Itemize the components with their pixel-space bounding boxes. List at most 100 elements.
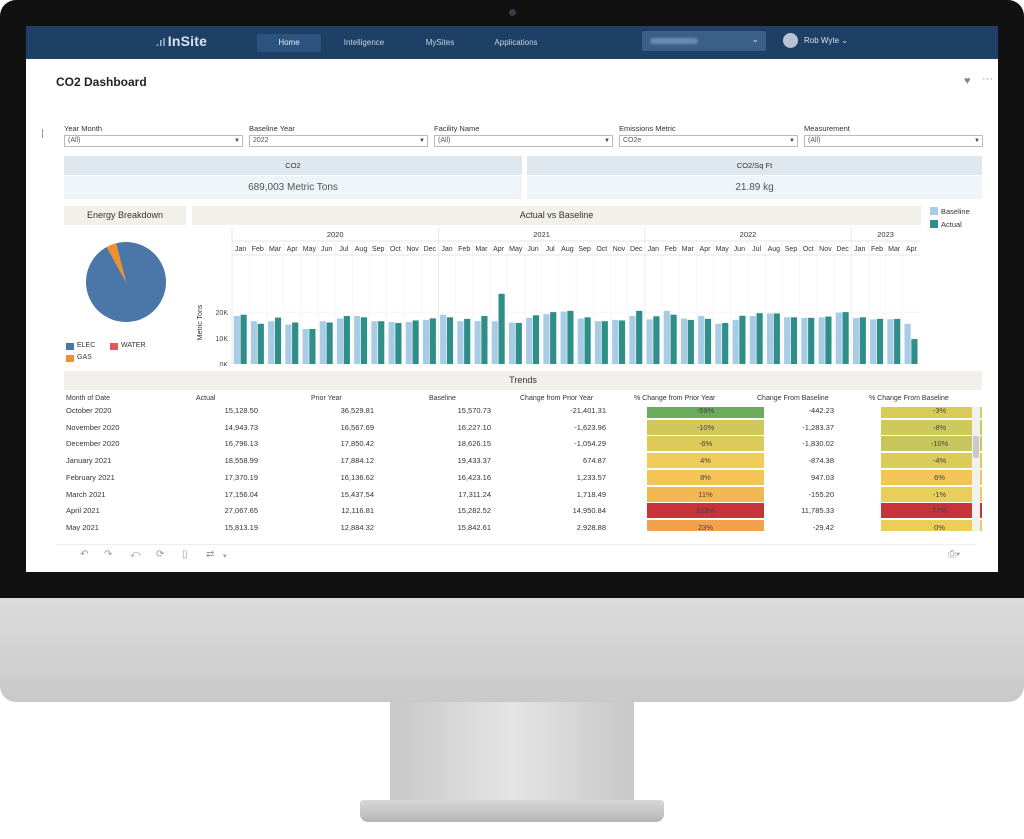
- month-label: Sep: [372, 246, 385, 253]
- user-menu[interactable]: Rob Wyte ⌄: [804, 36, 848, 45]
- table-row[interactable]: February 2021 17,370.19 16,136.62 16,423.16…: [64, 469, 982, 486]
- table-cell-baseline: 16,423.16: [457, 472, 491, 482]
- nav-mysites[interactable]: MySites: [425, 38, 455, 47]
- trends-title: Trends: [64, 371, 982, 390]
- table-cell-baseline: 18,626.15: [457, 439, 491, 449]
- webcam-icon: [509, 9, 516, 16]
- table-row[interactable]: April 2021 27,067.65 12,116.81 15,282.52 14,…: [64, 503, 982, 520]
- table-cell-chg-prior: 2,928.88: [576, 522, 606, 531]
- undo-icon[interactable]: ↶: [80, 549, 89, 560]
- table-cell-chg-base: -1,830.02: [802, 439, 834, 449]
- table-scrollbar[interactable]: [972, 407, 980, 531]
- bar-baseline: [766, 313, 774, 364]
- col-baseline[interactable]: Baseline: [429, 395, 456, 402]
- table-cell-baseline: 15,842.61: [457, 522, 491, 531]
- avatar[interactable]: [783, 33, 798, 48]
- table-cell-month: April 2021: [66, 506, 100, 516]
- nav-home[interactable]: Home: [257, 34, 321, 52]
- table-cell-prior: 16,567.69: [340, 422, 374, 432]
- table-cell-pct-base: 77%: [881, 503, 982, 520]
- bar-baseline: [784, 317, 791, 364]
- bar-actual: [653, 316, 660, 364]
- legend-label-elec: ELEC: [77, 342, 96, 349]
- bar-baseline: [474, 321, 481, 364]
- energy-breakdown-pie[interactable]: [76, 232, 176, 332]
- measurement-select[interactable]: (All) ▼: [804, 135, 983, 147]
- legend-label-gas: GAS: [77, 354, 92, 361]
- month-label: Jul: [752, 246, 761, 253]
- bar-baseline: [801, 317, 808, 364]
- col-month[interactable]: Month of Date: [66, 395, 110, 402]
- site-selector-dropdown[interactable]: ⌄: [642, 31, 766, 51]
- legend-label-water: WATER: [121, 342, 146, 349]
- pause-updates-icon[interactable]: ▯: [182, 549, 188, 560]
- more-options-icon[interactable]: ···: [982, 73, 993, 85]
- refresh-data-icon[interactable]: ⟳: [156, 549, 165, 560]
- energy-breakdown-title: Energy Breakdown: [64, 206, 186, 225]
- table-row[interactable]: November 2020 14,943.73 16,567.69 16,227.10…: [64, 419, 982, 436]
- emissions-metric-select[interactable]: CO2e ▼: [619, 135, 798, 147]
- table-cell-pct-base: -1%: [881, 486, 982, 503]
- bar-actual: [739, 315, 746, 364]
- bar-baseline: [904, 323, 911, 364]
- chevron-down-icon[interactable]: ▾: [223, 553, 227, 560]
- month-label: Jul: [546, 246, 555, 253]
- table-row[interactable]: May 2021 15,813.19 12,884.32 15,842.61 2,928…: [64, 519, 982, 531]
- col-change-prior[interactable]: Change from Prior Year: [520, 395, 594, 402]
- y-axis-title: Metric Tons: [197, 304, 204, 340]
- bar-actual: [464, 318, 471, 364]
- month-label: Apr: [493, 246, 505, 253]
- table-row[interactable]: December 2020 16,796.13 17,850.42 18,626.15…: [64, 436, 982, 453]
- month-label: Dec: [836, 246, 849, 253]
- favorite-heart-icon[interactable]: ♥: [964, 75, 971, 87]
- table-cell-pct-prior: -10%: [647, 419, 764, 436]
- insite-logo[interactable]: .ıl InSite: [156, 33, 207, 49]
- table-cell-chg-base: -442.23: [808, 407, 834, 415]
- nav-intelligence[interactable]: Intelligence: [343, 38, 385, 47]
- chevron-down-icon: ⌄: [841, 36, 848, 45]
- month-label: Oct: [390, 246, 401, 253]
- table-scrollbar-thumb[interactable]: [973, 436, 979, 458]
- col-change-baseline[interactable]: Change From Baseline: [757, 395, 829, 402]
- revert-icon[interactable]: ⤺: [130, 549, 141, 560]
- month-label: Jun: [734, 246, 745, 253]
- table-cell-chg-prior: -1,054.29: [574, 439, 606, 449]
- download-icon[interactable]: ⎙▾: [948, 549, 961, 560]
- month-label: Aug: [768, 246, 781, 253]
- bar-baseline: [285, 324, 292, 364]
- month-label: Feb: [665, 246, 677, 253]
- logo-text: InSite: [167, 33, 208, 49]
- month-label: Oct: [596, 246, 607, 253]
- table-cell-month: December 2020: [66, 439, 120, 449]
- nav-applications[interactable]: Applications: [494, 38, 538, 47]
- table-row[interactable]: March 2021 17,156.04 15,437.54 17,311.24 1,7…: [64, 486, 982, 503]
- table-cell-pct-base: 0%: [881, 519, 982, 531]
- year-label: 2023: [877, 230, 894, 239]
- actual-vs-baseline-title: Actual vs Baseline: [192, 206, 921, 225]
- baseline-year-select[interactable]: 2022 ▼: [249, 135, 428, 147]
- bar-actual: [515, 322, 522, 364]
- table-cell-actual: 15,813.19: [224, 522, 258, 531]
- actual-vs-baseline-chart[interactable]: Metric Tons 0K 10K 20K 2020 Jan Feb Mar Apr May Ju…: [192, 226, 922, 366]
- col-pct-change-prior[interactable]: % Change from Prior Year: [634, 395, 716, 402]
- replay-icon[interactable]: ⇄: [206, 549, 215, 560]
- kpi-co2-sqft-header: CO2/Sq Ft: [527, 156, 982, 175]
- bar-baseline: [629, 316, 636, 364]
- month-label: Jan: [441, 246, 452, 253]
- facility-name-select[interactable]: (All) ▼: [434, 135, 613, 147]
- table-row[interactable]: January 2021 18,558.99 17,884.12 19,433.37 6…: [64, 453, 982, 470]
- year-month-select[interactable]: (All) ▼: [64, 135, 243, 147]
- table-row[interactable]: October 2020 15,128.50 36,529.81 15,570.73 -…: [64, 407, 982, 419]
- filter-label: Measurement: [804, 124, 850, 133]
- bar-baseline: [422, 319, 430, 364]
- col-actual[interactable]: Actual: [196, 395, 216, 402]
- redo-icon[interactable]: ↷: [104, 549, 113, 560]
- bar-actual: [550, 312, 557, 364]
- legend-swatch-water: [110, 343, 118, 350]
- month-label: Jul: [339, 246, 348, 253]
- col-prior-year[interactable]: Prior Year: [311, 395, 342, 402]
- col-pct-change-baseline[interactable]: % Change From Baseline: [869, 395, 949, 402]
- month-label: May: [303, 246, 317, 253]
- table-cell-baseline: 16,227.10: [457, 422, 491, 432]
- trends-table[interactable]: October 2020 15,128.50 36,529.81 15,570.73 -…: [64, 407, 982, 531]
